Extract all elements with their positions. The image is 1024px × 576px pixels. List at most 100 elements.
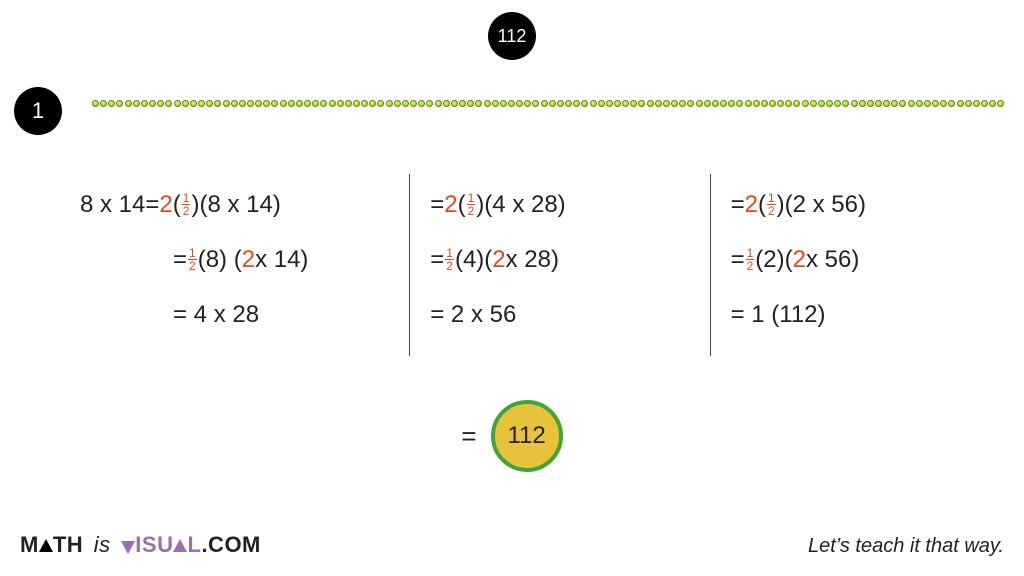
counter-dot [296,100,303,107]
counter-dot [655,100,662,107]
accent-half-fraction: 12 [445,247,454,272]
text: ( [758,193,766,217]
counter-dot [916,100,923,107]
counter-dot [875,100,882,107]
counter-dot [475,100,482,107]
result-equals: = [461,421,476,452]
text: 8 x 14 [80,193,145,217]
text: = [430,193,444,217]
counter-dot [451,100,458,107]
triangle-up-icon [39,539,53,552]
counter-dot [761,100,768,107]
accent-two: 2 [793,248,806,272]
counter-dot [125,100,132,107]
accent-two: 2 [492,248,505,272]
counter-dot [891,100,898,107]
counter-dot [402,100,409,107]
counter-dot [157,100,164,107]
counter-dot [793,100,800,107]
counter-dot [516,100,523,107]
text: = 1 (112) [731,303,826,327]
brand-is: is [94,532,111,557]
text: ( [173,193,181,217]
counter-dot [965,100,972,107]
counter-dot [410,100,417,107]
counter-dot [255,100,262,107]
counter-dot [443,100,450,107]
counter-dot [818,100,825,107]
counter-dot [329,100,336,107]
brand-logo: M TH is ISU L.COM [20,532,261,558]
top-count-badge: 112 [488,12,536,60]
counter-dot [239,100,246,107]
top-count-text: 112 [498,26,527,47]
accent-half-fraction: 12 [746,247,755,272]
text: = [731,248,745,272]
counter-dot [165,100,172,107]
counter-dot [851,100,858,107]
counter-dot [671,100,678,107]
equation-area: 8 x 14 = 2 ( 12 )(8 x 14) = 12 (8) ( 2 x… [70,170,970,360]
counter-dot [769,100,776,107]
brand-dotcom: .COM [201,532,260,557]
text: = [430,248,444,272]
equation-col-1: 8 x 14 = 2 ( 12 )(8 x 14) = 12 (8) ( 2 x… [70,170,409,360]
counter-dot [174,100,181,107]
footer: M TH is ISU L.COM Let’s teach it that way. [20,532,1004,558]
counter-dot [704,100,711,107]
eq-c3-r1: = 2 ( 12 )(2 x 56) [731,190,866,220]
counter-dot [141,100,148,107]
counter-dot [500,100,507,107]
counter-dot [948,100,955,107]
counter-dot [198,100,205,107]
text: (8) ( [198,248,242,272]
text: )(2 x 56) [777,193,866,217]
accent-half-fraction: 12 [188,247,197,272]
counter-dot [598,100,605,107]
brand-isu: ISU [135,532,173,557]
accent-half-fraction: 12 [767,192,776,217]
counter-dot [981,100,988,107]
counter-dot [679,100,686,107]
counter-dot [467,100,474,107]
counter-dot [638,100,645,107]
counter-dot [182,100,189,107]
counter-dot [932,100,939,107]
result-value: 112 [507,422,545,450]
accent-two: 2 [745,193,758,217]
counter-dot [149,100,156,107]
brand-m: M [20,532,39,557]
counter-dot [957,100,964,107]
accent-two: 2 [159,193,172,217]
counter-dot [304,100,311,107]
counter-dot [541,100,548,107]
counter-dot [361,100,368,107]
counter-dot [614,100,621,107]
counter-dot [647,100,654,107]
counter-dot [231,100,238,107]
counter-dot [687,100,694,107]
counter-dot [859,100,866,107]
counter-dot [622,100,629,107]
counter-dot [524,100,531,107]
text: )(8 x 14) [191,193,280,217]
counter-dot [377,100,384,107]
counter-dot [214,100,221,107]
counter-dot [116,100,123,107]
counter-dot [973,100,980,107]
text: (2)( [755,248,792,272]
counter-dot [459,100,466,107]
counter-dot [345,100,352,107]
triangle-up-icon [173,539,187,552]
left-step-text: 1 [32,98,44,124]
tagline: Let’s teach it that way. [808,535,1004,558]
counter-dot [826,100,833,107]
accent-two: 2 [444,193,457,217]
counter-dot [435,100,442,107]
brand-th: TH [53,532,83,557]
brand-l: L [187,532,201,557]
text: x 56) [806,248,859,272]
dot-row [92,100,1006,110]
counter-dot [271,100,278,107]
counter-dot [573,100,580,107]
